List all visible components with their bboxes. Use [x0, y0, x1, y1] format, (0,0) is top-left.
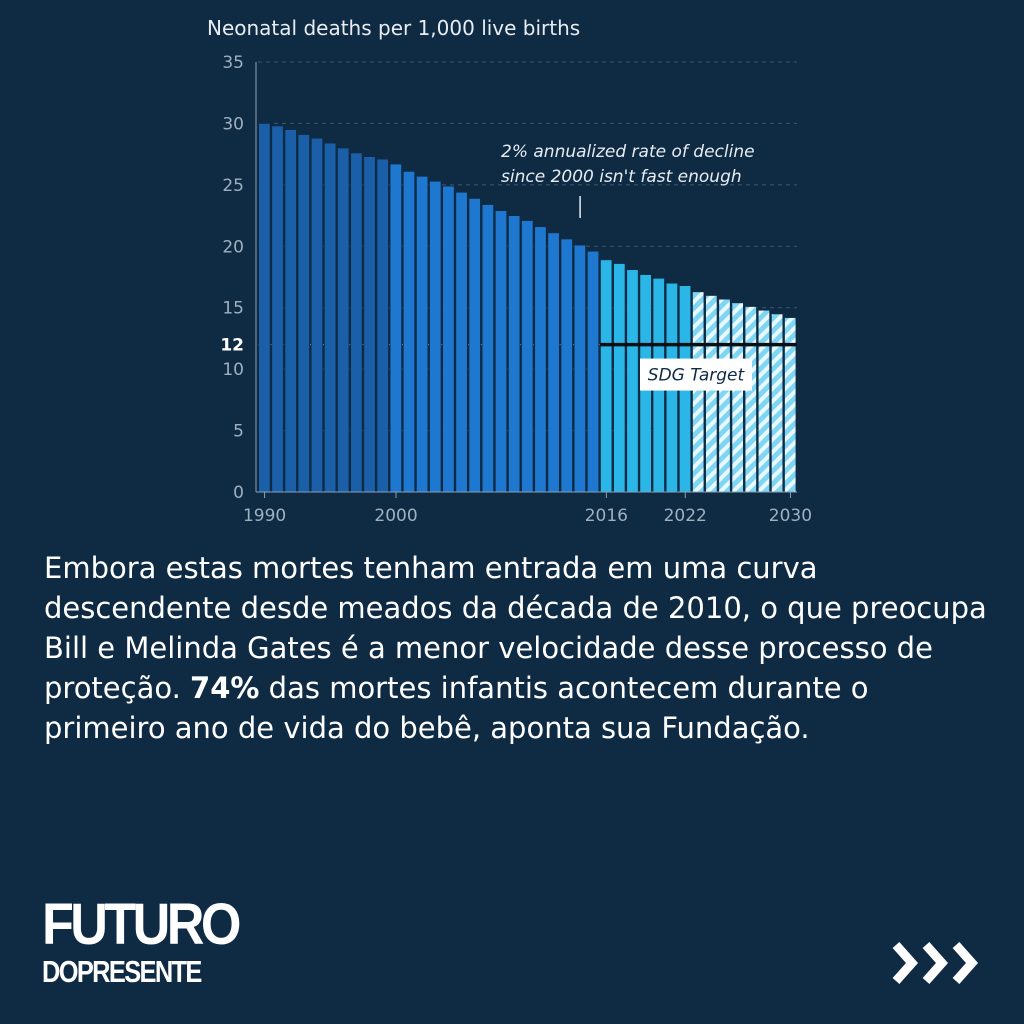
bar-2013 — [560, 238, 573, 493]
bar-2007 — [481, 204, 495, 493]
brand-logo: FUTURO DOPRESENTE — [42, 892, 260, 989]
neonatal-deaths-chart: Neonatal deaths per 1,000 live births 0 5 1… — [207, 16, 812, 526]
bar-1992 — [284, 129, 297, 493]
y-tick-label: 25 — [222, 176, 244, 196]
y-tick-label: 10 — [222, 360, 244, 380]
bar-2012 — [547, 232, 560, 493]
bar-2017 — [613, 263, 626, 493]
bar-1990 — [258, 123, 271, 493]
x-tick-label-2030: 2030 — [769, 506, 812, 526]
chart-title: Neonatal deaths per 1,000 live births — [207, 16, 580, 40]
annotation-line-2: since 2000 isn't fast enough — [501, 167, 742, 187]
bar-2000 — [389, 163, 403, 493]
bar-1995 — [323, 142, 337, 493]
bar-1998 — [363, 156, 376, 493]
logo-line-2: DOPRESENTE — [42, 954, 202, 989]
bar-2024 — [705, 295, 718, 493]
y-tick-label: 5 — [233, 422, 244, 442]
bar-2018 — [626, 269, 639, 493]
bar-2023 — [692, 291, 705, 493]
paragraph-part-2: das mortes infantis acontecem durante o … — [44, 671, 869, 745]
y-tick-label: 20 — [222, 237, 244, 257]
bar-2028 — [757, 309, 771, 493]
bar-1993 — [297, 134, 310, 493]
bar-1991 — [271, 125, 284, 493]
triple-chevron-right-icon[interactable] — [888, 935, 988, 991]
y-tick-label: 30 — [222, 114, 244, 134]
bar-2004 — [442, 185, 455, 493]
bar-2014 — [573, 244, 587, 493]
x-tick-label-2016: 2016 — [585, 506, 628, 526]
body-paragraph: Embora estas mortes tenham entrada em um… — [44, 548, 994, 748]
bar-2015 — [586, 250, 600, 493]
bar-2001 — [402, 170, 416, 493]
bar-2016 — [600, 259, 613, 493]
bar-2011 — [534, 226, 547, 493]
bar-2003 — [429, 180, 442, 493]
bar-2010 — [521, 220, 534, 493]
bar-2009 — [507, 215, 521, 493]
bar-1994 — [310, 137, 324, 493]
y-tick-label: 15 — [222, 299, 244, 319]
bar-2008 — [494, 210, 508, 493]
logo-line-1: FUTURO — [42, 892, 241, 957]
y-tick-label: 35 — [222, 53, 244, 73]
bar-2025 — [718, 298, 731, 493]
bar-2006 — [468, 197, 481, 493]
sdg-label-box — [640, 358, 752, 391]
paragraph-highlight: 74% — [190, 671, 260, 705]
chart-area: Neonatal deaths per 1,000 live births 0 5 1… — [207, 16, 812, 526]
x-tick-label-1990: 1990 — [243, 506, 286, 526]
bar-2005 — [455, 191, 468, 493]
bar-1996 — [337, 147, 350, 493]
annotation-line-1: 2% annualized rate of decline — [501, 142, 755, 162]
bar-2002 — [415, 175, 429, 493]
bar-2026 — [731, 302, 744, 493]
x-tick-label-2022: 2022 — [664, 506, 707, 526]
y-tick-label: 0 — [233, 483, 244, 503]
bar-1997 — [350, 152, 363, 493]
bar-2027 — [744, 306, 757, 493]
sdg-target-label: SDG Target — [648, 366, 746, 386]
y-tick-label-highlight: 12 — [220, 336, 244, 356]
x-tick-label-2000: 2000 — [374, 506, 417, 526]
bar-1999 — [376, 158, 389, 493]
paragraph-part-1: Embora estas mortes tenham entrada em um… — [44, 551, 987, 705]
bar-2029 — [770, 313, 784, 493]
